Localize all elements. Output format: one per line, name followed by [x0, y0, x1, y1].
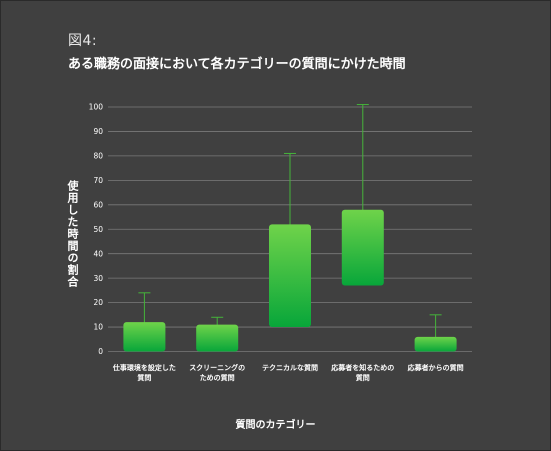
x-category-label: スクリーニングの [189, 363, 245, 372]
box-plot [196, 316, 239, 352]
box [196, 324, 239, 352]
y-tick-label: 50 [93, 225, 103, 234]
y-tick-label: 40 [93, 249, 103, 258]
x-category-label: 応募者を知るための [331, 363, 394, 372]
y-tick-label: 0 [98, 347, 103, 356]
y-tick-label: 20 [93, 298, 103, 307]
x-category-label: ための質問 [200, 373, 235, 382]
y-tick-label: 30 [93, 274, 103, 283]
chart-title: ある職務の面接において各カテゴリーの質問にかけた時間 [68, 57, 406, 72]
y-axis-label: 使用した時間の割合 [66, 180, 79, 288]
y-tick-label: 60 [93, 200, 103, 209]
x-axis-label: 質問のカテゴリー [235, 420, 316, 431]
y-tick-label: 90 [93, 127, 103, 136]
box [123, 322, 166, 352]
y-tick-label: 10 [93, 323, 103, 332]
y-tick-label: 80 [93, 152, 103, 161]
x-category-label: 質問 [356, 373, 370, 382]
box-plot [269, 152, 311, 328]
x-category-label: 応募者からの質問 [408, 363, 464, 372]
x-category-label: テクニカルな質問 [262, 363, 318, 372]
y-tick-label: 100 [89, 103, 104, 112]
y-tick-label: 70 [93, 176, 103, 185]
box-plot [341, 104, 384, 286]
figure-label: 図4: [68, 33, 98, 49]
box [414, 336, 457, 352]
x-category-label: 質問 [137, 373, 151, 382]
box-plot [123, 292, 166, 352]
box [341, 209, 384, 286]
box-plot [414, 314, 457, 352]
box [269, 224, 311, 328]
x-category-label: 仕事環境を設定した [112, 363, 176, 372]
